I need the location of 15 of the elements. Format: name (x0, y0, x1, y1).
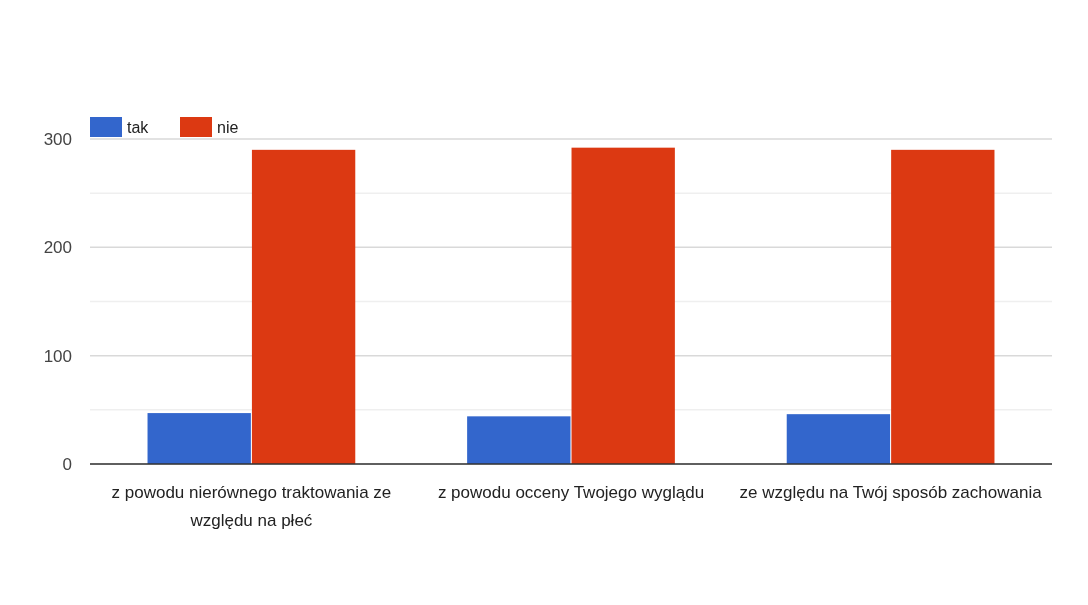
x-tick-label: z powodu occeny Twojego wyglądu (437, 483, 705, 502)
bar (891, 149, 995, 464)
bar (571, 147, 675, 464)
bar (147, 413, 251, 464)
legend-label: nie (217, 119, 239, 136)
y-tick-label: 100 (43, 346, 72, 366)
bar (251, 149, 356, 464)
bar (467, 416, 571, 464)
y-tick-label: 300 (43, 129, 72, 149)
bar (786, 414, 891, 464)
x-tick-label: z powodu nierównego traktowania ze względu na płeć (111, 483, 392, 530)
y-tick-label: 200 (43, 238, 72, 258)
legend-label: tak (127, 119, 150, 136)
y-tick-label: 0 (62, 454, 72, 474)
x-tick-label: ze względu na Twój sposób zachowania (739, 483, 1043, 502)
